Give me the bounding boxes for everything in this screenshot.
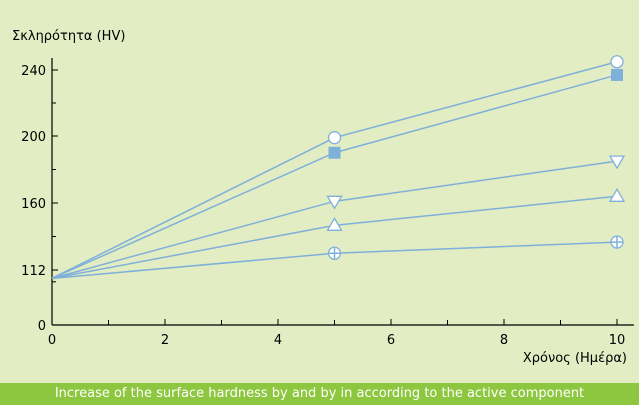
circle-marker <box>327 131 342 145</box>
triangle-up-marker <box>326 217 343 231</box>
y-axis-title: Σκληρότητα (HV) <box>12 29 125 44</box>
caption-bar: Increase of the surface hardness by and … <box>0 383 639 405</box>
triangle-down-marker <box>608 155 626 170</box>
series-3-triangle-down <box>51 155 626 280</box>
triangle-up-marker <box>608 188 626 202</box>
x-axis-title: Χρόνος (Ημέρα) <box>523 351 627 366</box>
series-1-circle <box>51 55 624 280</box>
x-tick-label: 0 <box>48 333 56 348</box>
y-tick-label: 240 <box>21 64 46 79</box>
x-tick-label: 8 <box>500 333 508 348</box>
square-marker <box>611 68 623 81</box>
series-5-circle-cross <box>51 235 624 280</box>
y-tick-label: 112 <box>21 264 46 279</box>
x-tick-label: 10 <box>609 333 626 348</box>
circle-cross-marker <box>327 246 342 260</box>
caption-text: Increase of the surface hardness by and … <box>54 386 585 401</box>
y-tick-label: 160 <box>21 197 46 212</box>
x-tick-label: 2 <box>161 333 169 348</box>
axes: 0 112 160 200 240 0 2 4 6 8 10 <box>21 58 634 348</box>
circle-marker <box>610 55 624 69</box>
y-tick-label: 0 <box>38 319 46 334</box>
square-marker <box>328 146 341 159</box>
circle-cross-marker <box>610 235 624 249</box>
x-tick-label: 4 <box>274 333 282 348</box>
y-tick-label: 200 <box>21 130 46 145</box>
series-4-triangle-up <box>51 188 626 280</box>
triangle-down-marker <box>326 195 343 210</box>
series-2-square <box>51 68 623 280</box>
hardness-chart: Σκληρότητα (HV) Χρόνος (Ημέρα) 011216020… <box>12 29 634 366</box>
series-group <box>51 55 626 280</box>
x-tick-label: 6 <box>387 333 395 348</box>
